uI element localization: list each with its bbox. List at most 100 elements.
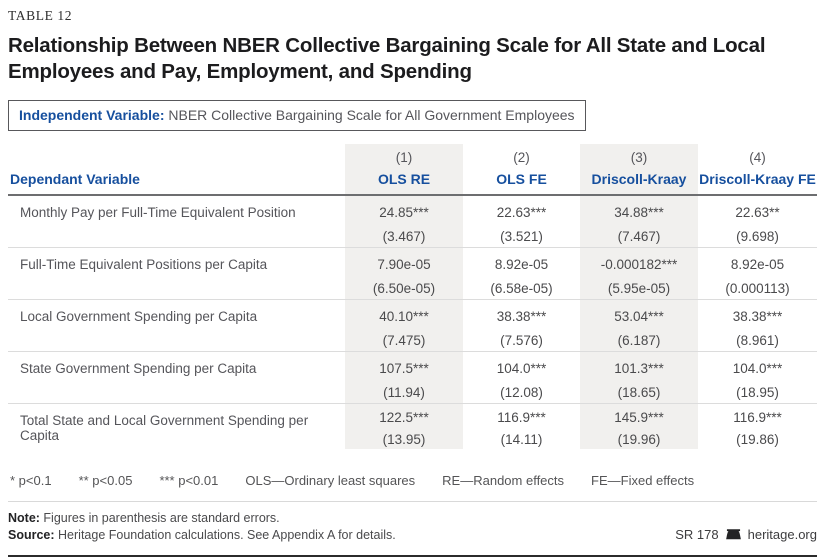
standard-error-value: (19.86)	[736, 432, 779, 447]
independent-variable-value: NBER Collective Bargaining Scale for All…	[164, 107, 575, 123]
value-cell: 38.38*** (7.576)	[463, 300, 580, 352]
standard-error-value: (3.521)	[500, 229, 543, 244]
row-label: Monthly Pay per Full-Time Equivalent Pos…	[8, 196, 345, 248]
legend-item: ** p<0.05	[78, 473, 133, 488]
column-number: (3)	[630, 150, 648, 165]
coefficient-value: 24.85***	[379, 205, 429, 220]
legend-item: * p<0.1	[10, 473, 52, 488]
coefficient-value: 38.38***	[732, 309, 783, 324]
coefficient-value: 145.9***	[614, 410, 664, 425]
standard-error-value: (7.467)	[617, 229, 661, 244]
coefficient-value: 116.9***	[733, 410, 782, 425]
coefficient-value: 34.88***	[614, 205, 664, 220]
coefficient-value: 22.63**	[735, 205, 780, 220]
coefficient-value: 8.92e-05	[494, 257, 549, 272]
value-cell: 104.0*** (18.95)	[698, 352, 817, 404]
coefficient-value: 116.9***	[497, 410, 546, 425]
liberty-bell-icon	[725, 528, 741, 541]
coefficient-value: 104.0***	[732, 361, 783, 376]
footer-branding: SR 178 heritage.org	[675, 526, 817, 544]
column-header-dependent-variable: Dependant Variable	[8, 144, 345, 196]
table-tag: TABLE 12	[8, 8, 73, 23]
significance-legend: * p<0.1 ** p<0.05 *** p<0.01 OLS—Ordinar…	[8, 473, 817, 488]
independent-variable-box: Independent Variable: NBER Collective Ba…	[8, 100, 586, 131]
column-label: OLS RE	[377, 171, 431, 187]
column-header-1: (1) OLS RE	[345, 144, 463, 196]
value-cell: 8.92e-05 (0.000113)	[698, 248, 817, 300]
standard-error-value: (3.467)	[382, 229, 426, 244]
value-cell: 40.10*** (7.475)	[345, 300, 463, 352]
row-label: Full-Time Equivalent Positions per Capit…	[8, 248, 345, 300]
standard-error-value: (8.961)	[736, 333, 779, 348]
column-number: (2)	[513, 150, 530, 165]
value-cell: 104.0*** (12.08)	[463, 352, 580, 404]
note-label: Note:	[8, 511, 40, 525]
row-label: Total State and Local Government Spendin…	[20, 413, 309, 443]
row-label: Local Government Spending per Capita	[8, 300, 345, 352]
standard-error-value: (9.698)	[736, 229, 779, 244]
value-cell: 107.5*** (11.94)	[345, 352, 463, 404]
standard-error-value: (13.95)	[382, 432, 426, 447]
legend-item: RE—Random effects	[442, 473, 565, 488]
value-cell: 122.5*** (13.95)	[345, 404, 463, 449]
standard-error-value: (14.11)	[500, 432, 543, 447]
page-title: Relationship Between NBER Collective Bar…	[8, 34, 766, 83]
coefficient-value: 53.04***	[614, 309, 664, 324]
standard-error-value: (7.475)	[382, 333, 426, 348]
value-cell: 8.92e-05 (6.58e-05)	[463, 248, 580, 300]
standard-error-value: (18.95)	[736, 385, 779, 400]
column-label: Driscoll-Kraay	[591, 171, 687, 187]
regression-table: Dependant Variable (1) OLS RE (2) OLS FE…	[8, 144, 817, 449]
standard-error-value: (6.50e-05)	[372, 281, 436, 296]
coefficient-value: 40.10***	[379, 309, 429, 324]
column-label: OLS FE	[496, 171, 547, 187]
independent-variable-label: Independent Variable:	[19, 107, 165, 123]
source-line: Source: Heritage Foundation calculations…	[8, 527, 396, 544]
coefficient-value: -0.000182***	[600, 257, 678, 272]
value-cell: 24.85*** (3.467)	[345, 196, 463, 248]
standard-error-value: (6.58e-05)	[490, 281, 553, 296]
value-cell: 116.9*** (14.11)	[463, 404, 580, 449]
source-text: Heritage Foundation calculations. See Ap…	[54, 528, 396, 542]
legend-item: OLS—Ordinary least squares	[245, 473, 416, 488]
standard-error-value: (19.96)	[617, 432, 661, 447]
standard-error-value: (12.08)	[500, 385, 543, 400]
column-header-4: (4) Driscoll-Kraay FE	[698, 144, 817, 196]
note-line: Note: Figures in parenthesis are standar…	[8, 510, 396, 527]
notes-block: Note: Figures in parenthesis are standar…	[8, 510, 396, 544]
value-cell: 22.63** (9.698)	[698, 196, 817, 248]
coefficient-value: 22.63***	[496, 205, 547, 220]
report-id: SR 178	[675, 527, 719, 542]
value-cell: 116.9*** (19.86)	[698, 404, 817, 449]
column-header-2: (2) OLS FE	[463, 144, 580, 196]
value-cell: 38.38*** (8.961)	[698, 300, 817, 352]
coefficient-value: 38.38***	[496, 309, 547, 324]
note-text: Figures in parenthesis are standard erro…	[39, 511, 280, 525]
standard-error-value: (0.000113)	[725, 281, 790, 296]
row-label: State Government Spending per Capita	[8, 352, 345, 404]
value-cell: 22.63*** (3.521)	[463, 196, 580, 248]
value-cell: 53.04*** (6.187)	[580, 300, 698, 352]
coefficient-value: 101.3***	[614, 361, 664, 376]
value-cell: 34.88*** (7.467)	[580, 196, 698, 248]
coefficient-value: 107.5***	[379, 361, 429, 376]
value-cell: 7.90e-05 (6.50e-05)	[345, 248, 463, 300]
coefficient-value: 122.5***	[379, 410, 429, 425]
coefficient-value: 7.90e-05	[377, 257, 431, 272]
coefficient-value: 8.92e-05	[730, 257, 785, 272]
source-label: Source:	[8, 528, 55, 542]
standard-error-value: (18.65)	[617, 385, 661, 400]
notes-divider	[8, 501, 817, 502]
value-cell: 145.9*** (19.96)	[580, 404, 698, 449]
standard-error-value: (11.94)	[383, 385, 425, 400]
legend-item: *** p<0.01	[159, 473, 219, 488]
value-cell: -0.000182*** (5.95e-05)	[580, 248, 698, 300]
standard-error-value: (5.95e-05)	[607, 281, 671, 296]
coefficient-value: 104.0***	[496, 361, 547, 376]
legend-item: FE—Fixed effects	[591, 473, 695, 488]
column-number: (4)	[749, 150, 766, 165]
site-url: heritage.org	[747, 527, 817, 542]
column-header-3: (3) Driscoll-Kraay	[580, 144, 698, 196]
column-number: (1)	[395, 150, 413, 165]
standard-error-value: (7.576)	[500, 333, 543, 348]
